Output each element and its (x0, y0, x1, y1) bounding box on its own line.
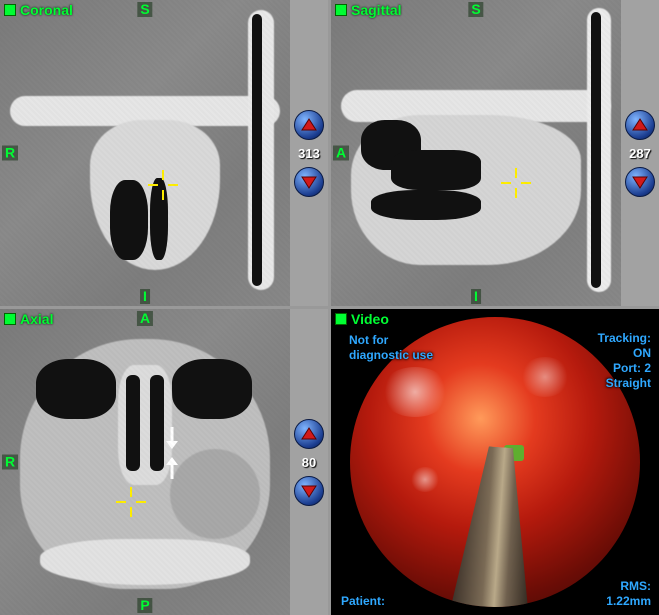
annotation-arrow-up (162, 455, 182, 481)
view-label-sagittal: Sagittal (335, 2, 402, 18)
sagittal-slice-up-button[interactable] (625, 110, 655, 140)
tip-label: Straight (598, 376, 651, 391)
sagittal-controls: 287 (621, 0, 659, 306)
surgical-instrument (449, 444, 541, 607)
axial-slice-down-button[interactable] (294, 476, 324, 506)
pane-video: Video Not for diagnostic use Tracking: O… (331, 309, 659, 615)
axial-scan-view[interactable]: Axial A P R (0, 309, 290, 615)
crosshair-sagittal (501, 168, 531, 198)
orient-left: R (2, 146, 18, 161)
axial-slice-number: 80 (302, 455, 316, 470)
view-label-text: Video (351, 311, 389, 327)
orient-top: S (468, 2, 483, 17)
down-arrow-icon (632, 174, 648, 190)
view-label-text: Coronal (20, 2, 73, 18)
sagittal-scan-view[interactable]: Sagittal S I A (331, 0, 621, 306)
view-label-dot (4, 313, 16, 325)
coronal-scan-view[interactable]: Coronal S I R (0, 0, 290, 306)
orient-top: A (137, 311, 153, 326)
pane-coronal: Coronal S I R 313 (0, 0, 328, 306)
axial-controls: 80 (290, 309, 328, 615)
coronal-slice-down-button[interactable] (294, 167, 324, 197)
tracking-label: Tracking: (598, 331, 651, 346)
orient-bottom: P (137, 598, 152, 613)
rms-value: 1.22mm (606, 594, 651, 609)
pane-sagittal: Sagittal S I A 287 (331, 0, 659, 306)
sagittal-slice-number: 287 (629, 146, 651, 161)
rms-label: RMS: (606, 579, 651, 594)
sagittal-slice-down-button[interactable] (625, 167, 655, 197)
view-label-text: Sagittal (351, 2, 402, 18)
view-label-dot (335, 4, 347, 16)
video-tracking-block: Tracking: ON Port: 2 Straight (598, 331, 651, 391)
coronal-controls: 313 (290, 0, 328, 306)
crosshair-coronal (148, 170, 178, 200)
coronal-slice-up-button[interactable] (294, 110, 324, 140)
view-label-video: Video (335, 311, 389, 327)
up-arrow-icon (301, 426, 317, 442)
video-rms-block: RMS: 1.22mm (606, 579, 651, 609)
down-arrow-icon (301, 483, 317, 499)
pane-axial: Axial A P R 80 (0, 309, 328, 615)
annotation-arrow-down (162, 425, 182, 451)
view-label-text: Axial (20, 311, 53, 327)
viewport-grid: Coronal S I R 313 (0, 0, 659, 615)
view-label-coronal: Coronal (4, 2, 73, 18)
orient-top: S (137, 2, 152, 17)
view-label-dot (335, 313, 347, 325)
down-arrow-icon (301, 174, 317, 190)
patient-label: Patient: (341, 594, 385, 609)
orient-bottom: I (471, 289, 481, 304)
view-label-axial: Axial (4, 311, 53, 327)
orient-left: A (333, 146, 349, 161)
endoscope-video-view[interactable]: Video Not for diagnostic use Tracking: O… (331, 309, 659, 615)
view-label-dot (4, 4, 16, 16)
crosshair-axial (116, 487, 146, 517)
orient-left: R (2, 455, 18, 470)
orient-bottom: I (140, 289, 150, 304)
port-label: Port: 2 (598, 361, 651, 376)
coronal-slice-number: 313 (298, 146, 320, 161)
video-warning-text: Not for diagnostic use (349, 333, 433, 363)
up-arrow-icon (632, 117, 648, 133)
up-arrow-icon (301, 117, 317, 133)
tracking-value: ON (598, 346, 651, 361)
axial-slice-up-button[interactable] (294, 419, 324, 449)
